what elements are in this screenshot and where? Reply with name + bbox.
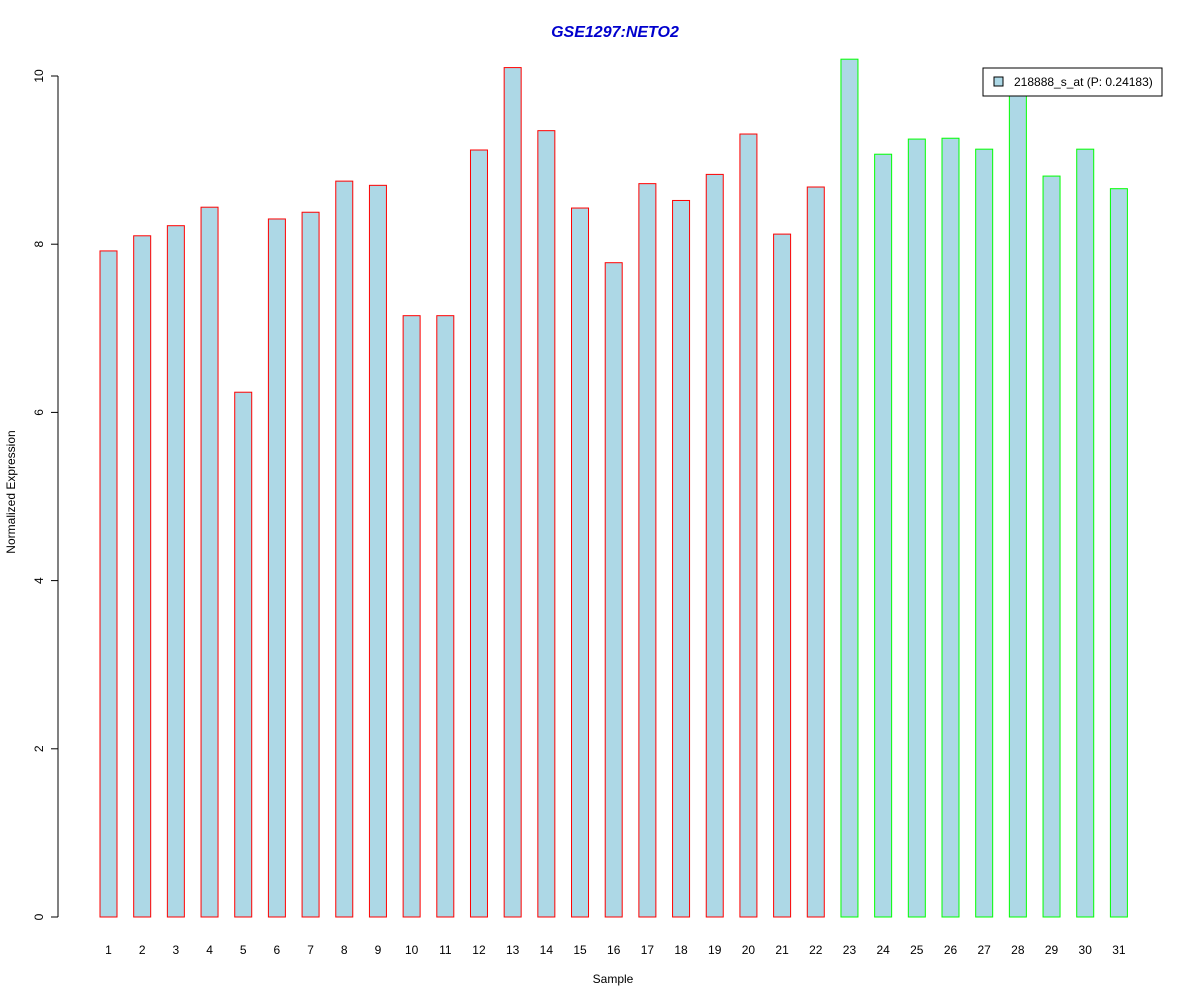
chart-title: GSE1297:NETO2 <box>551 24 679 41</box>
x-tick-label: 6 <box>274 943 281 957</box>
bar-sample-29 <box>1042 175 1061 918</box>
x-tick-label: 20 <box>742 943 756 957</box>
x-tick-label: 16 <box>607 943 621 957</box>
x-tick-label: 13 <box>506 943 520 957</box>
bar-sample-20 <box>739 133 758 918</box>
x-tick-label: 7 <box>307 943 314 957</box>
bar-sample-18 <box>672 199 691 918</box>
legend-label: 218888_s_at (P: 0.24183) <box>1014 75 1153 89</box>
x-tick-label: 5 <box>240 943 247 957</box>
bar-sample-19 <box>705 173 724 918</box>
bar-sample-9 <box>368 184 387 918</box>
bar-sample-25 <box>907 138 926 918</box>
x-tick-label: 25 <box>910 943 924 957</box>
bar-sample-14 <box>537 130 556 918</box>
bar-sample-23 <box>840 58 859 918</box>
x-tick-label: 23 <box>843 943 857 957</box>
x-tick-label: 1 <box>105 943 112 957</box>
bar-sample-5 <box>234 391 253 918</box>
bar-sample-3 <box>166 225 185 918</box>
x-tick-label: 26 <box>944 943 958 957</box>
bar-sample-17 <box>638 183 657 918</box>
x-tick-label: 8 <box>341 943 348 957</box>
x-tick-label: 19 <box>708 943 722 957</box>
x-tick-label: 12 <box>472 943 486 957</box>
bar-sample-2 <box>133 235 152 918</box>
x-tick-label: 18 <box>674 943 688 957</box>
bar-sample-24 <box>874 153 893 918</box>
y-tick-label: 4 <box>32 577 46 584</box>
x-tick-label: 17 <box>641 943 655 957</box>
bar-sample-26 <box>941 137 960 918</box>
x-tick-label: 24 <box>876 943 890 957</box>
x-tick-label: 3 <box>173 943 180 957</box>
x-tick-label: 31 <box>1112 943 1126 957</box>
bar-sample-10 <box>402 315 421 918</box>
y-tick-label: 8 <box>32 241 46 248</box>
y-tick-label: 6 <box>32 409 46 416</box>
bar-sample-30 <box>1076 148 1095 918</box>
x-tick-label: 30 <box>1079 943 1093 957</box>
y-tick-label: 2 <box>32 745 46 752</box>
x-tick-label: 4 <box>206 943 213 957</box>
bar-sample-21 <box>773 233 792 918</box>
x-tick-label: 10 <box>405 943 419 957</box>
bar-sample-13 <box>503 67 522 918</box>
bar-sample-28 <box>1008 89 1027 918</box>
legend: 218888_s_at (P: 0.24183) <box>982 67 1163 97</box>
bar-sample-7 <box>301 211 320 918</box>
bar-sample-4 <box>200 206 219 918</box>
x-tick-label: 21 <box>775 943 789 957</box>
bar-sample-22 <box>806 186 825 918</box>
x-tick-label: 29 <box>1045 943 1059 957</box>
y-axis-label: Normalized Expression <box>4 430 18 553</box>
x-tick-label: 22 <box>809 943 823 957</box>
bar-sample-6 <box>267 218 286 918</box>
x-tick-label: 14 <box>540 943 554 957</box>
bar-sample-1 <box>99 250 118 918</box>
bar-sample-16 <box>604 262 623 918</box>
x-tick-label: 27 <box>978 943 992 957</box>
x-tick-label: 11 <box>439 943 452 957</box>
x-axis-label: Sample <box>593 972 634 986</box>
bar-sample-8 <box>335 180 354 918</box>
x-tick-label: 28 <box>1011 943 1025 957</box>
y-axis: 0 2 4 6 8 10 <box>32 69 59 920</box>
y-tick-label: 10 <box>32 69 46 83</box>
bar-sample-15 <box>571 207 590 918</box>
x-tick-label: 9 <box>375 943 382 957</box>
x-tick-label: 15 <box>573 943 587 957</box>
x-tick-label: 2 <box>139 943 146 957</box>
bar-sample-11 <box>436 315 455 918</box>
bar-sample-31 <box>1109 188 1128 918</box>
x-tick-labels: 1 2 3 4 5 6 7 8 9 10 11 12 13 14 15 16 17 18 19 20 21 22 23 24 2… <box>105 943 1126 957</box>
bar-sample-27 <box>975 148 994 918</box>
legend-swatch <box>993 76 1004 87</box>
bars <box>99 58 1128 918</box>
y-tick-label: 0 <box>32 913 46 920</box>
bar-sample-12 <box>469 149 488 918</box>
legend-box <box>982 67 1163 97</box>
